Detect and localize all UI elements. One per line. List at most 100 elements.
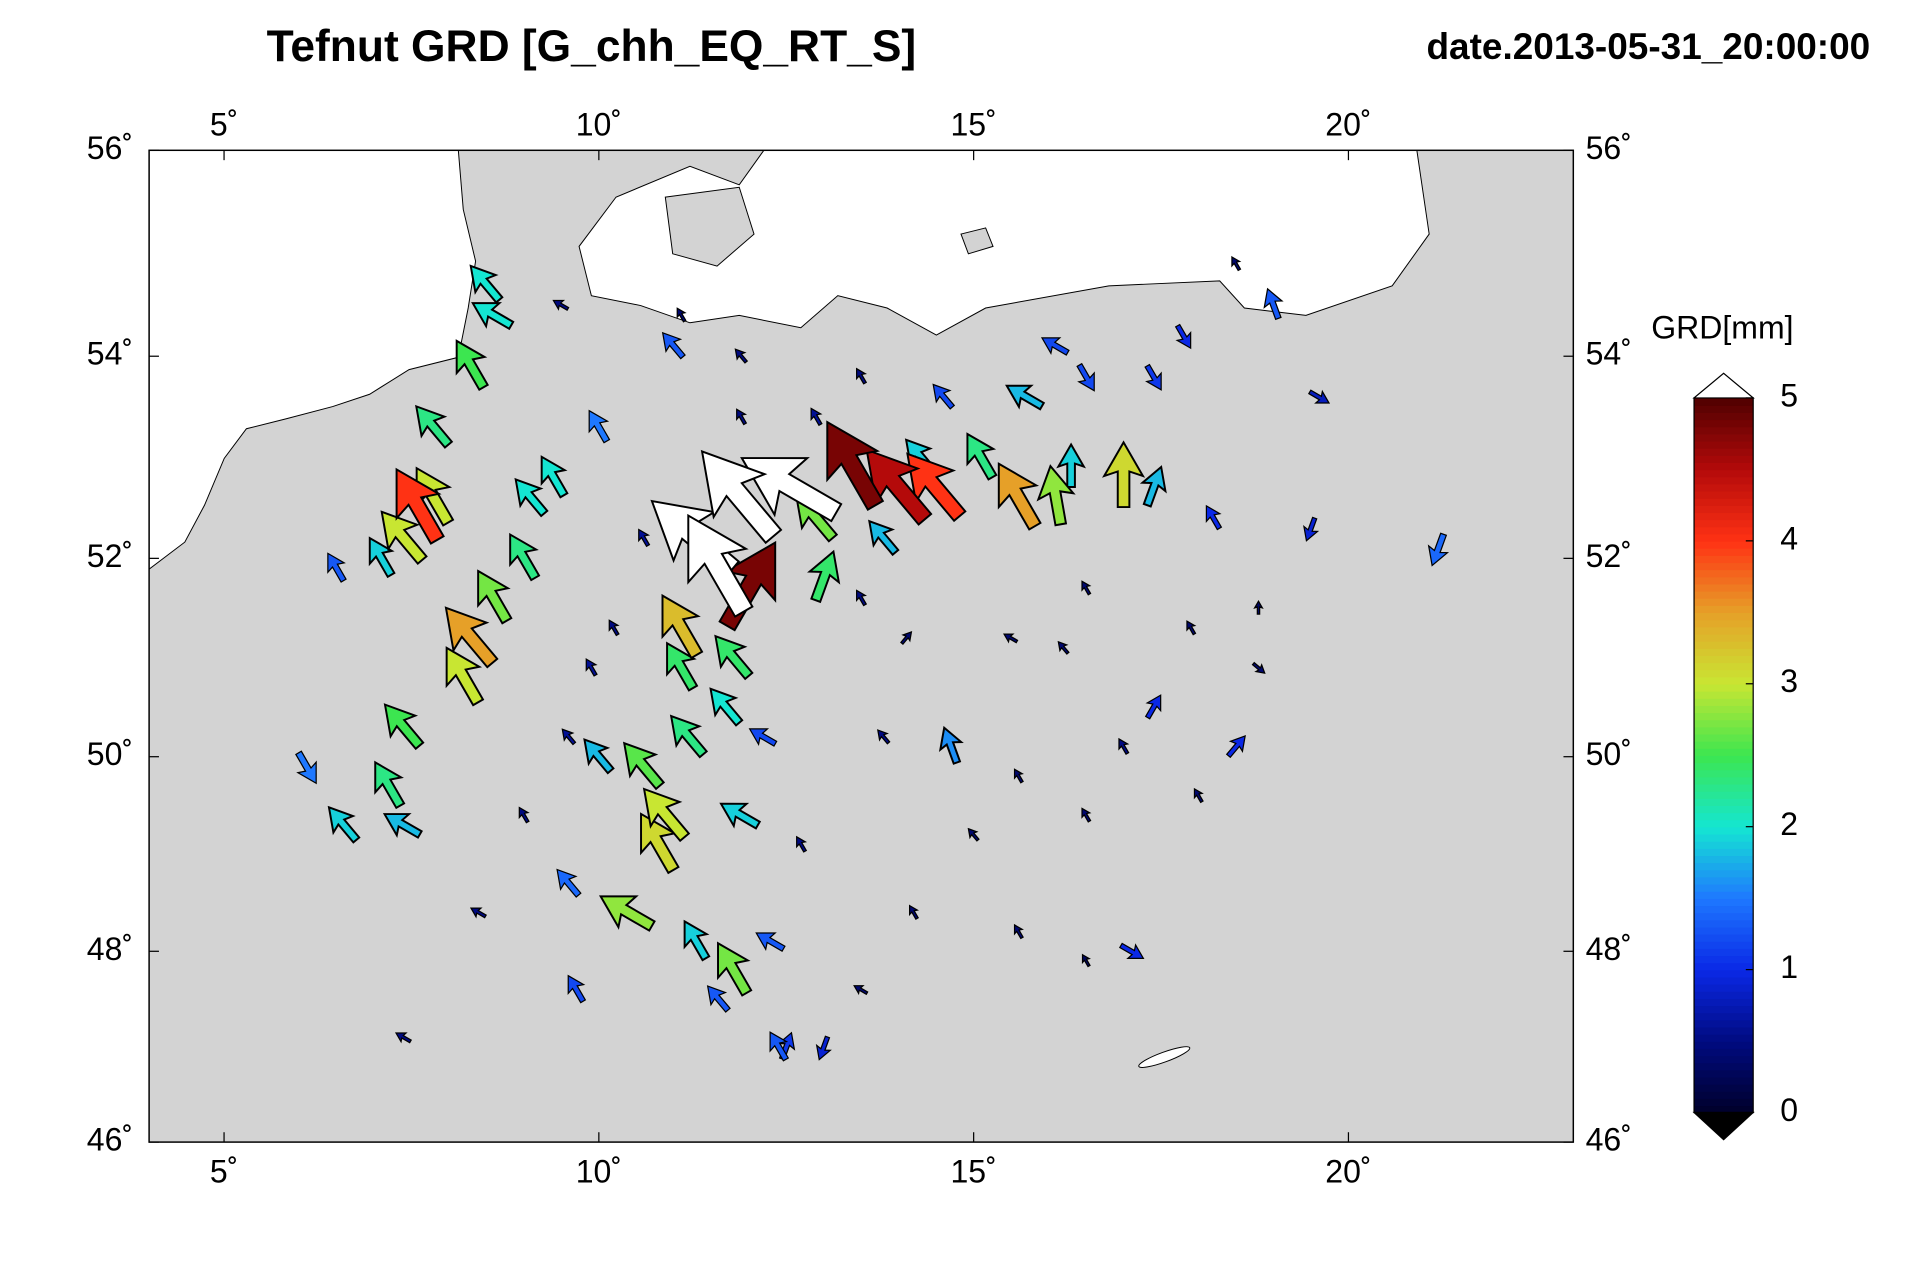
colorbar-step: [1694, 619, 1754, 628]
colorbar: 0 1 2 3 4 5: [1692, 372, 1798, 1141]
displacement-arrow: [640, 812, 680, 875]
y-tick-label: 46˚: [1586, 1122, 1632, 1158]
colorbar-step: [1694, 1005, 1754, 1014]
colorbar-step: [1694, 605, 1754, 614]
displacement-arrow: [1307, 389, 1331, 404]
y-tick-label: 52˚: [1586, 538, 1632, 574]
displacement-arrow: [796, 835, 808, 853]
colorbar-step: [1694, 1012, 1754, 1021]
colorbar-step: [1694, 562, 1754, 571]
colorbar-step: [1694, 519, 1754, 528]
colorbar-step: [1694, 526, 1754, 535]
colorbar-step: [1694, 855, 1754, 864]
displacement-arrow: [327, 805, 361, 844]
colorbar-step: [1694, 476, 1754, 485]
displacement-arrow: [455, 339, 490, 392]
displacement-arrow: [877, 729, 891, 745]
colorbar-step: [1694, 1091, 1754, 1099]
colorbar-step: [1694, 1055, 1754, 1064]
colorbar-step: [1694, 690, 1754, 699]
displacement-arrow: [856, 367, 868, 385]
colorbar-step: [1694, 991, 1754, 999]
colorbar-step: [1694, 762, 1754, 771]
x-tick-label: 15˚: [951, 1154, 997, 1190]
displacement-arrow: [769, 1031, 790, 1062]
displacement-arrow: [676, 307, 687, 323]
colorbar-step: [1694, 648, 1754, 656]
colorbar-step: [1694, 983, 1754, 992]
colorbar-step: [1694, 833, 1754, 842]
colorbar-step: [1694, 962, 1754, 971]
colorbar-tick-label: 2: [1780, 806, 1798, 842]
displacement-arrow: [469, 264, 504, 304]
displacement-arrow: [1263, 287, 1284, 321]
displacement-arrow: [853, 985, 869, 996]
baltic-sea: [578, 150, 1430, 336]
colorbar-step: [1694, 462, 1754, 471]
colorbar-step: [1694, 412, 1754, 421]
displacement-arrow: [714, 634, 754, 681]
colorbar-step: [1694, 733, 1754, 742]
displacement-arrow: [807, 549, 841, 604]
displacement-arrow: [856, 589, 868, 607]
displacement-arrow: [518, 806, 530, 824]
displacement-arrow: [1057, 640, 1070, 655]
displacement-arrow: [661, 593, 704, 660]
zealand: [664, 186, 755, 267]
colorbar-step: [1694, 1105, 1754, 1114]
colorbar-step: [1694, 655, 1754, 664]
displacement-arrow: [1205, 504, 1223, 531]
displacement-arrow: [748, 728, 778, 747]
colorbar-step: [1694, 926, 1754, 935]
displacement-arrow: [556, 868, 582, 898]
colorbar-step: [1694, 505, 1754, 514]
displacement-arrow: [1174, 323, 1192, 350]
displacement-arrow: [1251, 661, 1266, 674]
displacement-arrow: [1005, 384, 1046, 411]
displacement-arrow: [327, 552, 347, 583]
displacement-arrow: [368, 536, 396, 579]
displacement-arrow: [666, 641, 699, 692]
displacement-arrow: [717, 941, 753, 997]
colorbar-step: [1694, 548, 1754, 556]
colorbar-step: [1694, 598, 1754, 606]
colorbar-step: [1694, 740, 1754, 749]
displacement-arrow: [509, 532, 541, 582]
colorbar-step: [1694, 483, 1754, 492]
displacement-arrow: [755, 932, 786, 952]
colorbar-step: [1694, 969, 1754, 978]
colorbar-step: [1694, 512, 1754, 521]
displacement-arrow: [1003, 633, 1019, 644]
lake-balaton: [1138, 1046, 1191, 1068]
displacement-arrow: [932, 383, 956, 410]
colorbar-step: [1694, 683, 1754, 692]
colorbar-step: [1694, 1083, 1754, 1092]
colorbar-step: [1694, 626, 1754, 635]
colorbar-step: [1694, 633, 1754, 642]
displacement-arrow: [661, 331, 686, 360]
colorbar-step: [1694, 676, 1754, 685]
displacement-arrow: [638, 528, 651, 548]
displacement-arrow: [900, 630, 913, 645]
colorbar-step: [1694, 826, 1754, 835]
displacement-arrow: [598, 895, 656, 932]
displacement-arrow: [1231, 255, 1242, 272]
colorbar-step: [1694, 948, 1754, 957]
colorbar-step: [1694, 576, 1754, 585]
displacement-arrow: [1225, 735, 1246, 759]
displacement-arrow: [908, 904, 920, 920]
colorbar-step: [1694, 798, 1754, 806]
colorbar-step: [1694, 776, 1754, 785]
y-tick-label: 48˚: [87, 931, 133, 967]
displacement-arrow: [740, 457, 843, 523]
displacement-arrow: [394, 1032, 413, 1044]
colorbar-step: [1694, 419, 1754, 428]
x-tick-label: 10˚: [576, 1154, 622, 1190]
displacement-arrow: [1040, 337, 1070, 356]
colorbar-step: [1694, 883, 1754, 892]
colorbar-step: [1694, 583, 1754, 592]
displacement-arrow: [469, 907, 487, 919]
displacement-arrow: [1427, 532, 1450, 567]
